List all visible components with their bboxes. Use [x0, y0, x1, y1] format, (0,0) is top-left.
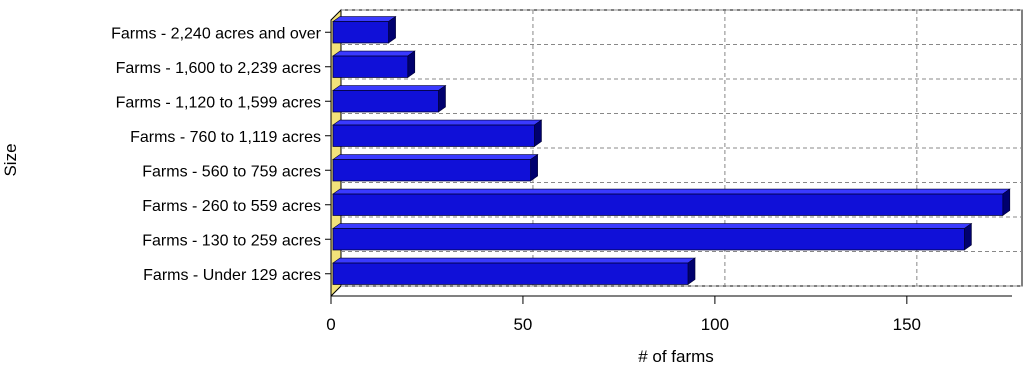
y-tick-label: Farms - 130 to 259 acres	[142, 232, 321, 249]
bar-end	[438, 84, 446, 113]
bar	[332, 188, 1011, 217]
bar	[332, 50, 416, 79]
bar	[332, 153, 539, 182]
x-tick-label: 100	[701, 315, 729, 334]
bar-front	[332, 90, 439, 113]
y-tick-label: Farms - Under 129 acres	[143, 267, 321, 284]
bar-end	[1002, 188, 1011, 217]
bar-top	[332, 188, 1011, 195]
x-tick-label: 0	[326, 315, 335, 334]
y-axis: Farms - 2,240 acres and over Farms - 1,60…	[111, 25, 331, 284]
y-axis-title: Size	[1, 143, 20, 176]
plot-area	[330, 8, 1023, 298]
bar-top	[332, 257, 696, 264]
bar	[332, 119, 543, 148]
bar-front	[332, 159, 532, 182]
bar-front	[332, 262, 689, 285]
bar-top	[332, 16, 397, 22]
bar-end	[530, 153, 538, 182]
bar-end	[407, 50, 416, 79]
bar-end	[687, 257, 696, 286]
bar-top	[332, 154, 539, 160]
y-tick-label: Farms - 560 to 759 acres	[142, 163, 321, 180]
bar-front	[332, 55, 409, 78]
y-tick-label: Farms - 2,240 acres and over	[111, 25, 322, 42]
y-tick-label: Farms - 1,120 to 1,599 acres	[116, 94, 321, 111]
bar-front	[332, 124, 535, 147]
x-axis-title: # of farms	[638, 347, 714, 366]
bar-front	[332, 193, 1004, 216]
bar-top	[332, 119, 543, 126]
x-tick-label: 50	[513, 315, 532, 334]
bar-top	[332, 85, 447, 91]
bars	[332, 15, 1011, 286]
bar-end	[388, 15, 396, 44]
bar	[332, 257, 696, 286]
x-axis: 0 50 100 150	[326, 295, 1012, 334]
bar-end	[964, 222, 972, 251]
bar	[332, 15, 397, 44]
bar-front	[332, 228, 965, 251]
bar-top	[332, 223, 973, 229]
y-tick-label: Farms - 1,600 to 2,239 acres	[116, 60, 321, 77]
y-tick-label: Farms - 260 to 559 acres	[142, 198, 321, 215]
x-tick-label: 150	[893, 315, 921, 334]
bar-top	[332, 50, 416, 57]
bar	[332, 222, 973, 251]
y-tick-label: Farms - 760 to 1,119 acres	[130, 129, 321, 146]
bar	[332, 84, 447, 113]
bar-front	[332, 21, 389, 44]
bar-end	[534, 119, 542, 148]
